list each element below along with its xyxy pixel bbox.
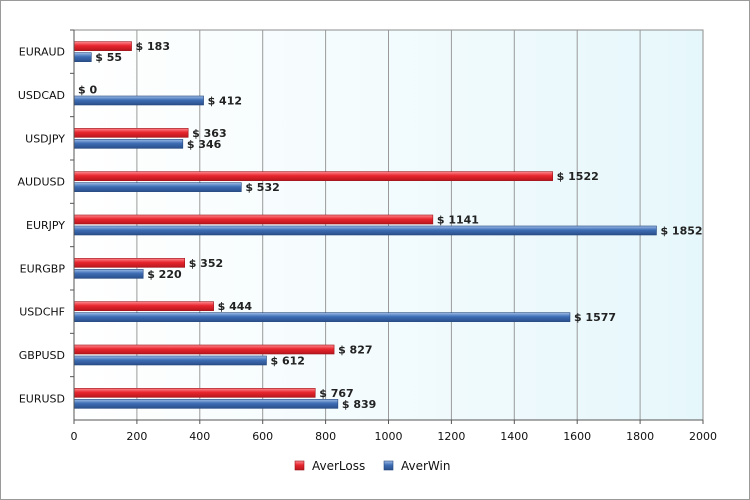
bar-averwin-gbpusd [73,355,267,366]
x-tick-label: 0 [71,430,78,443]
category-label: EURGBP [20,262,66,275]
bar-averwin-eurjpy [73,225,657,236]
data-label-averloss: $ 767 [319,387,353,400]
x-tick-label: 1000 [375,430,403,443]
data-label-averloss: $ 444 [218,300,253,313]
bar-averloss-audusd [73,171,553,181]
data-label-averloss: $ 0 [78,84,97,97]
bar-layer [73,41,657,409]
x-tick-label: 400 [189,430,210,443]
legend-label-averloss: AverLoss [312,459,365,473]
bar-averwin-usdchf [73,312,571,322]
category-label: EURAUD [19,46,65,59]
legend-swatch-averwin [383,460,394,471]
data-label-averloss: $ 183 [136,40,170,53]
category-label: USDCHF [19,306,65,319]
category-label: EURJPY [26,219,65,232]
data-label-averwin: $ 1852 [660,225,702,238]
category-label: AUDUSD [17,176,65,189]
bar-averloss-gbpusd [73,344,335,355]
x-tick-label: 2000 [689,430,717,443]
x-tick-label: 1200 [437,430,465,443]
legend-swatch-averloss [294,460,305,471]
data-label-averwin: $ 220 [147,268,182,281]
bar-averloss-usdchf [73,301,214,311]
data-label-averwin: $ 532 [245,181,279,194]
category-label: USDCAD [18,89,65,102]
category-label: USDJPY [25,132,65,145]
bar-averwin-eurgbp [73,269,144,279]
label-layer: EURAUD $ 183 $ 55 USDCAD $ 0 $ 412 USDJPY $ 363… [17,40,702,411]
bar-averloss-eurgbp [73,258,186,268]
bar-averloss-eurjpy [73,214,434,225]
x-tick-label: 600 [252,430,273,443]
data-label-averloss: $ 1522 [557,170,599,183]
data-label-averloss: $ 827 [338,344,372,357]
bar-averloss-euraud [73,41,132,51]
bar-averwin-euraud [73,52,92,62]
x-axis-ticks: 0 200 400 600 800 1000 1200 1400 1600 1800 2000 [70,29,717,443]
grid-lines [136,30,641,420]
x-tick-label: 1800 [626,430,654,443]
legend: AverLoss AverWin [294,459,450,473]
data-label-averwin: $ 1577 [574,311,616,324]
legend-label-averwin: AverWin [401,459,450,473]
data-label-averloss: $ 363 [192,127,226,140]
data-label-averloss: $ 352 [189,257,223,270]
category-label: GBPUSD [19,349,65,362]
bar-averwin-usdjpy [73,139,184,149]
x-tick-label: 200 [126,430,147,443]
data-label-averwin: $ 55 [95,51,122,64]
category-label: EURUSD [19,392,65,405]
data-label-averloss: $ 1141 [437,214,479,227]
bar-averloss-usdjpy [73,128,189,138]
x-tick-label: 1400 [500,430,528,443]
x-tick-label: 800 [315,430,336,443]
bar-averloss-eurusd [73,388,316,398]
data-label-averwin: $ 346 [187,138,222,151]
data-label-averwin: $ 412 [208,95,242,108]
bar-averwin-eurusd [73,399,339,409]
bar-averwin-audusd [73,182,242,192]
data-label-averwin: $ 612 [270,355,304,368]
bar-averwin-usdcad [73,95,204,106]
data-label-averwin: $ 839 [342,398,376,411]
x-tick-label: 1600 [563,430,591,443]
